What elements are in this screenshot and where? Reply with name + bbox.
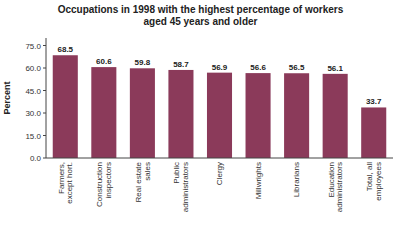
x-tick-label-line: Total, all	[365, 162, 374, 192]
y-axis-line	[46, 38, 47, 158]
x-tick-label-line: Clergy	[215, 162, 224, 185]
bar	[284, 73, 309, 158]
x-tick-label: Publicadministrators	[172, 162, 190, 212]
bar	[53, 55, 78, 158]
data-label: 68.5	[57, 45, 73, 54]
x-tick-label: Farmers,except hort.	[57, 162, 75, 204]
y-tick-label: 75.0	[25, 42, 41, 51]
x-tick-label-line: administrators	[181, 162, 190, 212]
data-label: 60.6	[96, 57, 112, 66]
chart-container: Occupations in 1998 with the highest per…	[0, 0, 401, 238]
chart: Occupations in 1998 with the highest per…	[0, 0, 401, 238]
x-tick-label: Total, allemployees	[365, 162, 383, 201]
y-axis-label: Percent	[2, 81, 12, 114]
x-tick-label: Constructioninspectors	[95, 162, 113, 207]
x-tick-label-line: administrators	[335, 162, 344, 212]
bar	[246, 73, 271, 158]
x-tick-label: Real estatesales	[134, 161, 152, 202]
data-label: 56.1	[327, 64, 343, 73]
data-label: 56.5	[289, 63, 305, 72]
title: Occupations in 1998 with the highest per…	[58, 4, 344, 27]
x-tick-label-line: Farmers,	[57, 162, 66, 194]
x-tick-label: Clergy	[215, 162, 224, 185]
y-tick-label: 0.0	[30, 154, 42, 163]
data-labels: 68.5 60.6 59.8 58.7 56.9 56.6 56.5 56.1 33.7	[57, 45, 382, 106]
x-tick-label-line: Librarians	[292, 162, 301, 197]
y-tick-label: 45.0	[25, 87, 41, 96]
x-tick-label: Educationadministrators	[327, 162, 345, 212]
bars	[53, 55, 387, 158]
bar	[130, 68, 155, 158]
y-tick-label: 60.0	[25, 64, 41, 73]
x-tick-label: Millwrights	[254, 162, 263, 199]
bar	[361, 107, 386, 158]
x-tick-label-line: Real estate	[134, 161, 143, 202]
background	[0, 0, 401, 238]
x-tick-label: Librarians	[292, 162, 301, 197]
bar	[168, 70, 193, 158]
bar	[323, 74, 348, 158]
x-axis-line	[46, 158, 393, 159]
x-tick-label-line: employees	[374, 162, 383, 201]
x-tick-label-line: Public	[172, 162, 181, 184]
x-tick-label-line: Education	[327, 162, 336, 198]
data-label: 56.6	[250, 63, 266, 72]
x-tick-label-line: Millwrights	[254, 162, 263, 199]
title-line: aged 45 years and older	[144, 16, 258, 27]
data-label: 56.9	[212, 63, 228, 72]
x-tick-label-line: except hort.	[65, 162, 74, 204]
bar	[91, 67, 116, 158]
x-tick-label-line: Construction	[95, 162, 104, 207]
data-label: 33.7	[366, 97, 382, 106]
x-tick-label-line: sales	[143, 162, 152, 181]
title-line: Occupations in 1998 with the highest per…	[58, 4, 344, 15]
bar	[207, 73, 232, 158]
data-label: 58.7	[173, 60, 189, 69]
y-tick-label: 30.0	[25, 109, 41, 118]
data-label: 59.8	[135, 58, 151, 67]
y-tick-label: 15.0	[25, 132, 41, 141]
x-tick-label-line: inspectors	[104, 162, 113, 198]
